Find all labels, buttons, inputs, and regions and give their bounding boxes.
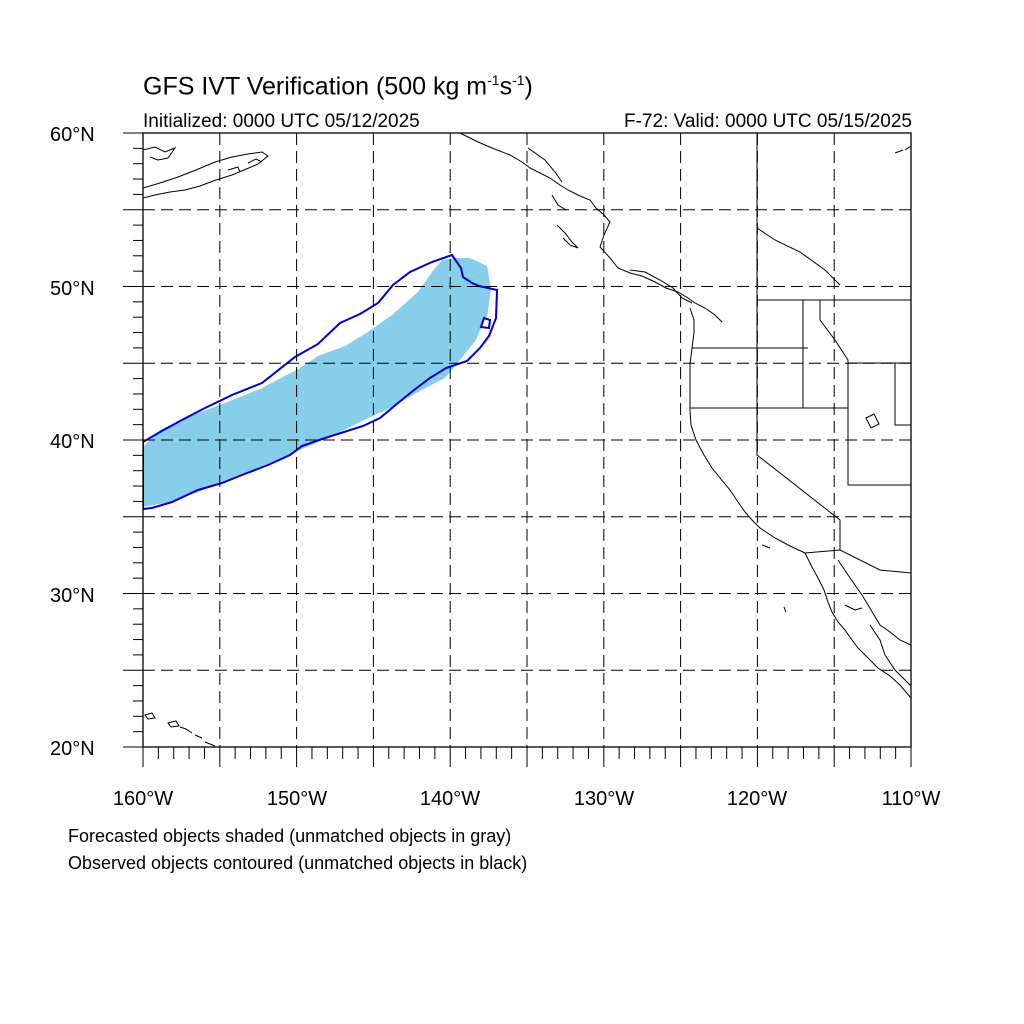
valid-time-label: F-72: Valid: 0000 UTC 05/15/2025	[624, 111, 912, 132]
lon-label-120w: 120°W	[727, 788, 787, 810]
lat-label-50: 50°N	[50, 278, 95, 300]
lon-label-160w: 160°W	[113, 788, 173, 810]
forecast-object	[143, 258, 491, 507]
axis-ticks	[123, 132, 912, 767]
lon-label-110w: 110°W	[882, 788, 941, 810]
graticule	[143, 133, 911, 747]
lon-label-130w: 130°W	[574, 788, 634, 810]
map-title: GFS IVT Verification (500 kg m-1s-1)	[143, 72, 533, 101]
init-time-label: Initialized: 0000 UTC 05/12/2025	[143, 111, 420, 132]
lat-label-60: 60°N	[50, 124, 95, 146]
lat-label-40: 40°N	[50, 431, 95, 453]
observed-object-inner-loop	[479, 316, 492, 330]
observed-object-contour	[143, 253, 499, 511]
lon-label-150w: 150°W	[267, 788, 327, 810]
forecast-legend-note: Forecasted objects shaded (unmatched obj…	[68, 826, 512, 846]
lon-label-140w: 140°W	[420, 788, 480, 810]
lat-label-30: 30°N	[50, 585, 95, 607]
coastlines	[143, 133, 911, 747]
lat-label-20: 20°N	[50, 738, 95, 760]
observed-legend-note: Observed objects contoured (unmatched ob…	[68, 853, 528, 873]
